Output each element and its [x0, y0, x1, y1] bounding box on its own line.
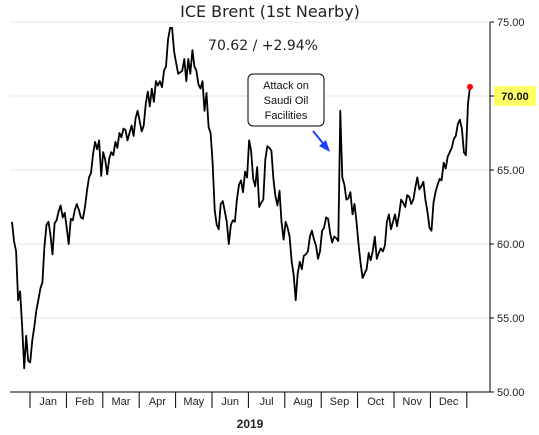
y-tick-label: 60.00 — [497, 239, 525, 251]
x-tick-label-apr: Apr — [149, 396, 166, 408]
last-value-badge — [494, 86, 536, 106]
y-tick-label: 50.00 — [497, 387, 525, 399]
x-tick-label-jun: Jun — [221, 396, 239, 408]
x-tick-label-jul: Jul — [260, 396, 274, 408]
annotation-line-2: Saudi Oil — [264, 95, 309, 107]
x-axis-label: 2019 — [237, 417, 264, 431]
annotation-line-3: Facilities — [265, 110, 308, 122]
x-tick-label-mar: Mar — [112, 396, 131, 408]
annotation-line-1: Attack on — [263, 80, 309, 92]
series-line-brent — [11, 27, 471, 370]
x-tick-label-aug: Aug — [293, 396, 313, 408]
y-tick-label: 55.00 — [497, 313, 525, 325]
last-value-label: 70.00 — [501, 91, 529, 103]
x-tick-label-oct: Oct — [367, 396, 384, 408]
y-tick-label: 65.00 — [497, 165, 525, 177]
x-tick-label-dec: Dec — [439, 396, 459, 408]
x-tick-label-nov: Nov — [402, 396, 422, 408]
x-tick-label-may: May — [183, 396, 204, 408]
y-tick-label: 75.00 — [497, 17, 525, 29]
annotation-box — [247, 73, 325, 127]
x-tick-label-feb: Feb — [75, 396, 94, 408]
x-tick-label-sep: Sep — [330, 396, 350, 408]
y-axis-ticks: 50.00 55.00 60.00 65.00 75.00 — [490, 17, 525, 399]
chart-subtitle: 70.62 / +2.94% — [208, 38, 318, 54]
last-point-marker — [467, 83, 473, 90]
x-axis-ticks: Jan Feb Mar Apr May Jun Jul Aug Sep Oct Nov Dec — [29, 392, 468, 408]
chart-title: ICE Brent (1st Nearby) — [180, 2, 360, 21]
annotation-arrowhead — [319, 140, 330, 152]
x-tick-label-jan: Jan — [39, 396, 57, 408]
